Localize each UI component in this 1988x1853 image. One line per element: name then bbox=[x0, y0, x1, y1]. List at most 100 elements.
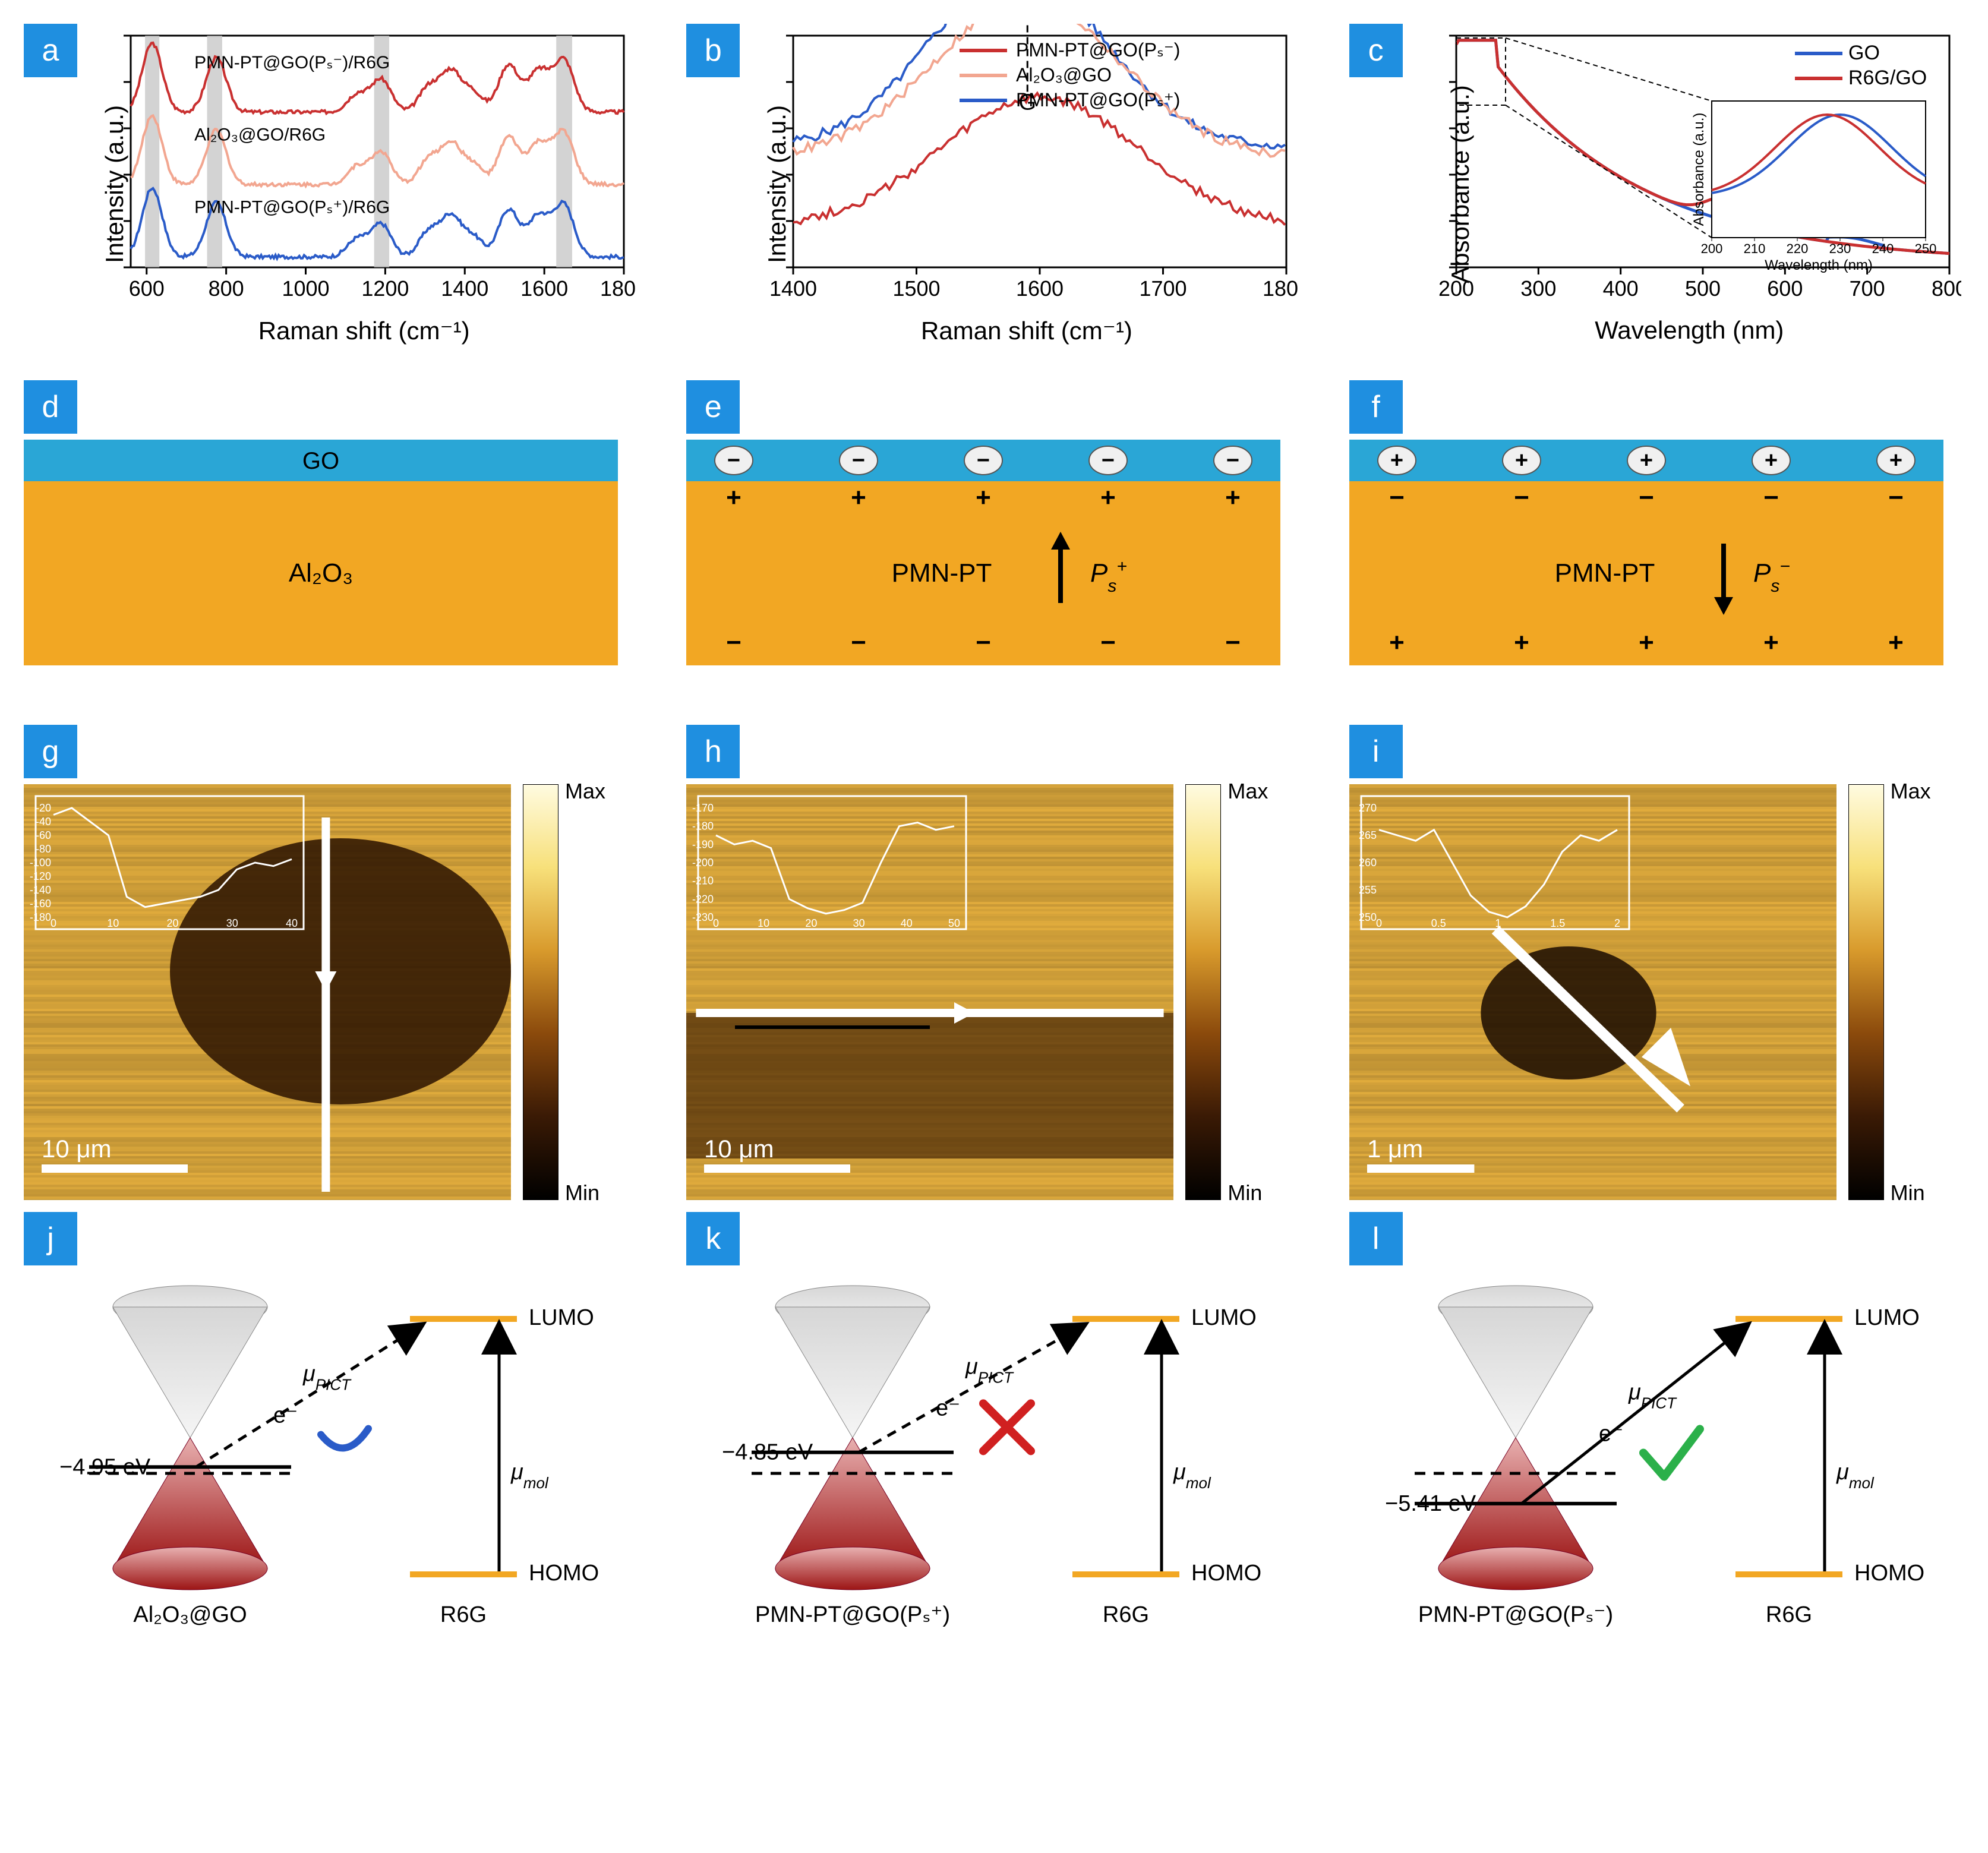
svg-text:+: + bbox=[1639, 628, 1654, 657]
svg-text:220: 220 bbox=[1786, 241, 1808, 256]
panel-e-schematic: −−−−−+++++−−−−−PMN-PTPs+ bbox=[686, 440, 1280, 665]
cb-min-label: Min bbox=[565, 1180, 599, 1205]
panel-label-i: i bbox=[1349, 725, 1403, 778]
svg-text:PMN-PT: PMN-PT bbox=[892, 558, 992, 588]
svg-text:+: + bbox=[976, 483, 991, 512]
panel-label-l: l bbox=[1349, 1212, 1403, 1265]
svg-text:20: 20 bbox=[166, 917, 178, 929]
panel-label-a: a bbox=[24, 24, 77, 77]
panel-c-chart: 200300400500600700800GOR6G/GO20021022023… bbox=[1415, 24, 1961, 309]
svg-text:250: 250 bbox=[1359, 911, 1377, 923]
cb-max-label: Max bbox=[1891, 779, 1931, 804]
panel-b-ylabel: Intensity (a.u.) bbox=[763, 105, 791, 263]
panel-f-schematic: +++++−−−−−+++++PMN-PTPs− bbox=[1349, 440, 1943, 665]
svg-text:-20: -20 bbox=[36, 802, 51, 814]
svg-text:240: 240 bbox=[1872, 241, 1894, 256]
svg-text:40: 40 bbox=[901, 917, 913, 929]
panel-k-diagram: −4.85 eVLUMOHOMOμmolμPICTe⁻PMN-PT@GO(Pₛ⁺… bbox=[686, 1271, 1280, 1652]
svg-text:1.5: 1.5 bbox=[1550, 917, 1565, 929]
svg-text:−: − bbox=[1514, 483, 1529, 512]
svg-text:−: − bbox=[1226, 448, 1239, 473]
svg-text:−: − bbox=[726, 628, 741, 657]
svg-text:Al₂O₃@GO: Al₂O₃@GO bbox=[1016, 64, 1112, 86]
svg-text:0: 0 bbox=[713, 917, 719, 929]
svg-text:-180: -180 bbox=[692, 820, 714, 832]
svg-text:μmol: μmol bbox=[1836, 1460, 1875, 1492]
svg-text:300: 300 bbox=[1520, 276, 1556, 301]
svg-text:800: 800 bbox=[1932, 276, 1961, 301]
svg-text:−: − bbox=[1225, 628, 1241, 657]
svg-text:LUMO: LUMO bbox=[529, 1305, 594, 1330]
svg-text:R6G: R6G bbox=[1103, 1602, 1149, 1627]
svg-text:PMN-PT@GO(Pₛ⁻): PMN-PT@GO(Pₛ⁻) bbox=[1418, 1602, 1613, 1627]
svg-text:20: 20 bbox=[806, 917, 818, 929]
svg-text:e⁻: e⁻ bbox=[1599, 1421, 1623, 1446]
svg-text:-140: -140 bbox=[30, 884, 51, 896]
svg-text:2: 2 bbox=[1614, 917, 1620, 929]
cb-max-label: Max bbox=[565, 779, 605, 804]
svg-text:-170: -170 bbox=[692, 802, 714, 814]
panel-label-k: k bbox=[686, 1212, 740, 1265]
panel-c: c Absorbance (a.u.) 20030040050060070080… bbox=[1349, 24, 1964, 345]
svg-text:+: + bbox=[851, 483, 866, 512]
svg-text:HOMO: HOMO bbox=[1854, 1561, 1924, 1586]
svg-text:Wavelength (nm): Wavelength (nm) bbox=[1765, 257, 1873, 273]
panel-label-b: b bbox=[686, 24, 740, 77]
cb-min-label: Min bbox=[1227, 1180, 1262, 1205]
panel-c-xlabel: Wavelength (nm) bbox=[1415, 316, 1964, 345]
panel-f: f +++++−−−−−+++++PMN-PTPs− bbox=[1349, 380, 1964, 689]
svg-text:LUMO: LUMO bbox=[1854, 1305, 1920, 1330]
panel-i-image: 1 μm25025526026527000.511.52 bbox=[1349, 784, 1836, 1200]
svg-text:PMN-PT@GO(Pₛ⁻): PMN-PT@GO(Pₛ⁻) bbox=[1016, 39, 1180, 61]
svg-text:μPICT: μPICT bbox=[302, 1362, 352, 1394]
panel-label-j: j bbox=[24, 1212, 77, 1265]
svg-text:800: 800 bbox=[209, 276, 244, 301]
svg-text:−: − bbox=[1639, 483, 1654, 512]
panel-b-chart: G14001500160017001800PMN-PT@GO(Pₛ⁻)Al₂O₃… bbox=[752, 24, 1298, 309]
svg-text:-160: -160 bbox=[30, 898, 51, 910]
svg-text:R6G: R6G bbox=[1766, 1602, 1812, 1627]
panel-j: j −4.95 eVLUMOHOMOμmolμPICTe⁻Al₂O₃@GOR6G bbox=[24, 1212, 639, 1675]
panel-label-c: c bbox=[1349, 24, 1403, 77]
svg-text:+: + bbox=[1889, 448, 1902, 473]
svg-text:−: − bbox=[1888, 483, 1904, 512]
svg-text:+: + bbox=[1640, 448, 1653, 473]
svg-text:10: 10 bbox=[107, 917, 119, 929]
svg-text:LUMO: LUMO bbox=[1191, 1305, 1257, 1330]
svg-text:e⁻: e⁻ bbox=[273, 1403, 298, 1428]
svg-text:230: 230 bbox=[1829, 241, 1851, 256]
svg-text:10 μm: 10 μm bbox=[704, 1135, 774, 1163]
panel-k: k −4.85 eVLUMOHOMOμmolμPICTe⁻PMN-PT@GO(P… bbox=[686, 1212, 1301, 1675]
svg-text:50: 50 bbox=[948, 917, 960, 929]
panel-j-diagram: −4.95 eVLUMOHOMOμmolμPICTe⁻Al₂O₃@GOR6G bbox=[24, 1271, 618, 1652]
svg-text:−: − bbox=[976, 628, 991, 657]
svg-text:−: − bbox=[851, 628, 866, 657]
panel-a-xlabel: Raman shift (cm⁻¹) bbox=[89, 316, 639, 345]
svg-text:30: 30 bbox=[853, 917, 865, 929]
svg-text:HOMO: HOMO bbox=[529, 1561, 599, 1586]
svg-text:GO: GO bbox=[1848, 42, 1880, 64]
cb-min-label: Min bbox=[1891, 1180, 1925, 1205]
svg-text:250: 250 bbox=[1914, 241, 1936, 256]
svg-text:400: 400 bbox=[1602, 276, 1638, 301]
panel-g-colorbar: Max Min bbox=[523, 784, 558, 1200]
svg-text:1800: 1800 bbox=[600, 276, 636, 301]
svg-text:600: 600 bbox=[129, 276, 165, 301]
svg-text:-220: -220 bbox=[692, 893, 714, 905]
svg-text:Al₂O₃: Al₂O₃ bbox=[289, 558, 353, 588]
panel-b-xlabel: Raman shift (cm⁻¹) bbox=[752, 316, 1301, 345]
svg-text:+: + bbox=[1390, 448, 1403, 473]
svg-text:1: 1 bbox=[1495, 917, 1501, 929]
svg-text:30: 30 bbox=[226, 917, 238, 929]
svg-text:μmol: μmol bbox=[510, 1460, 549, 1492]
svg-text:-120: -120 bbox=[30, 870, 51, 882]
panel-l: l −5.41 eVLUMOHOMOμmolμPICTe⁻PMN-PT@GO(P… bbox=[1349, 1212, 1964, 1675]
panel-h: h 10 μm-230-220-210-200-190-180-17001020… bbox=[686, 725, 1301, 1176]
panel-e: e −−−−−+++++−−−−−PMN-PTPs+ bbox=[686, 380, 1301, 689]
svg-text:-230: -230 bbox=[692, 911, 714, 923]
svg-text:-180: -180 bbox=[30, 911, 51, 923]
svg-text:700: 700 bbox=[1849, 276, 1885, 301]
panel-h-colorbar: Max Min bbox=[1185, 784, 1221, 1200]
figure-grid: a Intensity (a.u.) PMN-PT@GO(Pₛ⁻)/R6GAl₂… bbox=[24, 24, 1964, 1675]
svg-text:PMN-PT: PMN-PT bbox=[1554, 558, 1655, 588]
